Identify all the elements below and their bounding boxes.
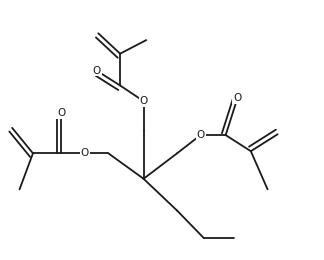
Text: O: O: [57, 108, 65, 118]
Text: O: O: [233, 93, 242, 103]
Text: O: O: [81, 148, 89, 158]
Text: O: O: [196, 130, 205, 140]
Text: O: O: [93, 66, 101, 76]
Text: O: O: [139, 96, 148, 106]
